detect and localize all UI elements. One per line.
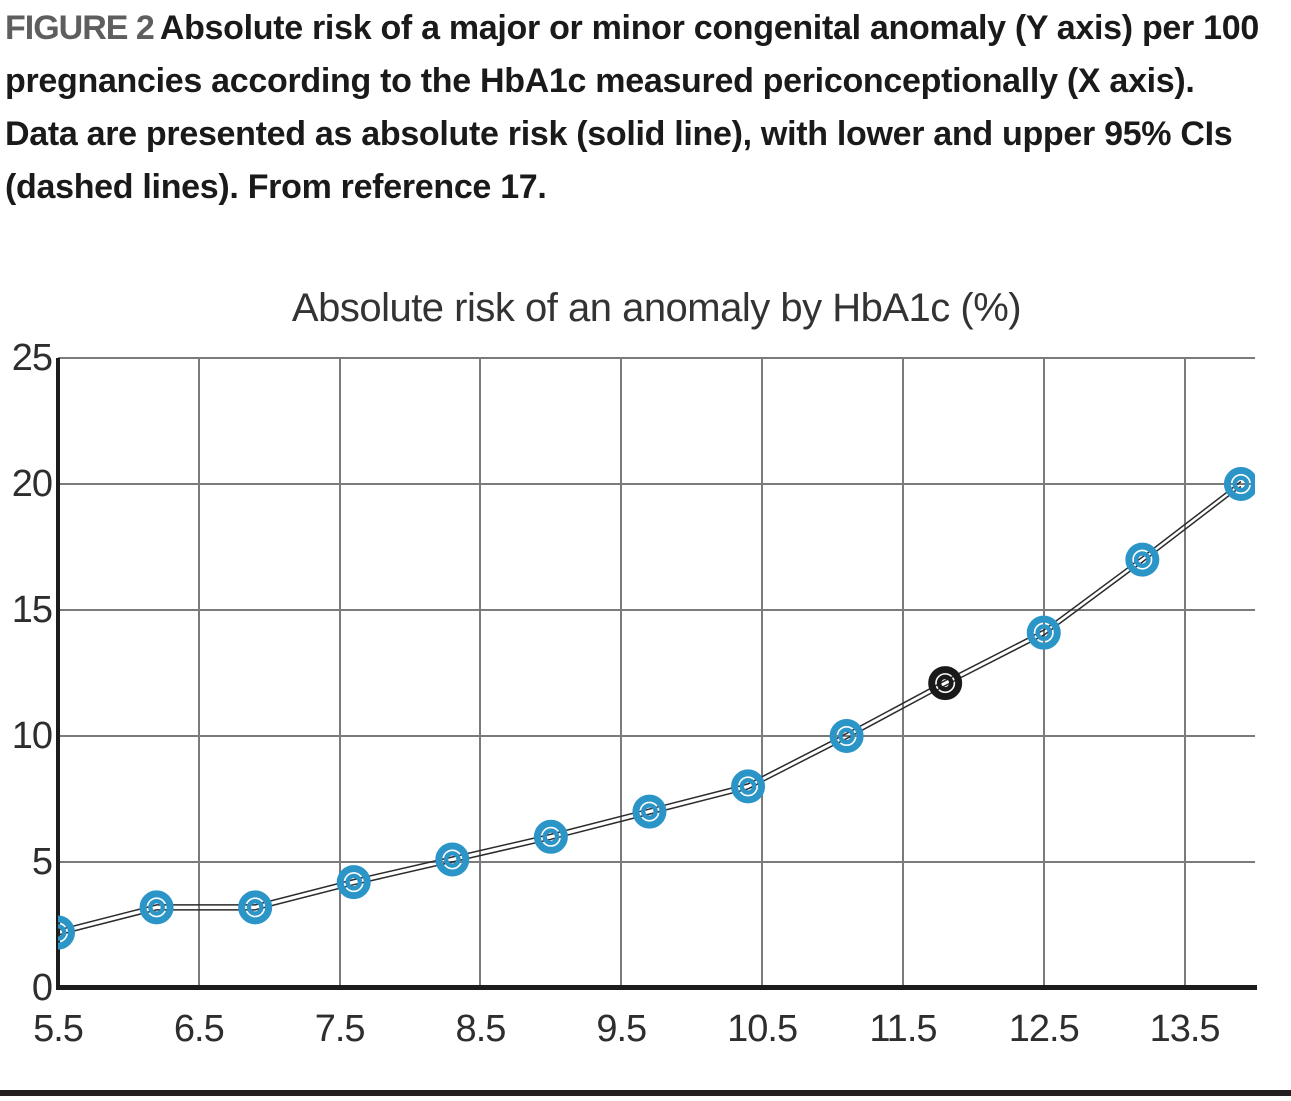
y-tick-label: 20: [11, 463, 53, 505]
x-tick-label: 13.5: [1149, 1008, 1221, 1050]
data-point-marker: [838, 727, 856, 745]
x-tick-label: 5.5: [33, 1008, 84, 1050]
v-gridline: [1183, 358, 1186, 988]
data-point-marker: [739, 777, 757, 795]
risk-line-chart: [58, 467, 1255, 950]
data-point-marker: [542, 828, 560, 846]
x-axis-line: [56, 985, 1257, 990]
bottom-rule: [0, 1090, 1291, 1096]
data-point-marker: [58, 915, 75, 950]
x-tick-label: 8.5: [455, 1008, 507, 1050]
highlighted-data-point-marker: [936, 674, 954, 692]
data-point-marker: [829, 719, 864, 753]
y-axis-labels: 0 5 10 15 20 25: [0, 337, 53, 1009]
figure-caption: FIGURE 2 Absolute risk of a major or mino…: [5, 2, 1275, 214]
y-tick-label: 25: [11, 337, 53, 379]
y-tick-label: 0: [31, 967, 53, 1009]
data-point-marker: [443, 851, 461, 868]
x-tick-label: 7.5: [314, 1008, 366, 1050]
y-tick-label: 15: [11, 589, 53, 631]
v-gridline: [620, 358, 623, 988]
x-axis-labels: 5.5 6.5 7.5 8.5 9.5 10.5 11.5 12.5 13.5: [33, 1008, 1255, 1058]
h-gridline: [58, 735, 1255, 737]
data-point-marker: [641, 803, 658, 820]
data-point-marker: [1035, 624, 1053, 642]
v-gridline: [479, 358, 482, 988]
v-gridline: [1042, 358, 1045, 988]
data-point-marker: [148, 898, 165, 916]
y-tick-label: 5: [31, 841, 53, 883]
data-point-marker: [435, 842, 470, 877]
data-point-marker: [246, 898, 264, 916]
data-point-marker: [58, 924, 67, 941]
data-point-marker: [1125, 542, 1160, 577]
upper-ci-line: [58, 480, 1242, 931]
x-tick-label: 6.5: [173, 1008, 225, 1050]
v-gridline: [197, 358, 200, 988]
y-tick-label: 10: [11, 715, 53, 757]
v-gridline: [901, 358, 904, 988]
h-gridline: [58, 609, 1255, 611]
data-point-marker: [1232, 475, 1250, 493]
x-tick-label: 11.5: [869, 1008, 937, 1050]
x-tick-label: 12.5: [1008, 1008, 1080, 1050]
data-point-marker: [731, 769, 766, 804]
data-point-marker: [1223, 467, 1255, 501]
x-tick-label: 9.5: [596, 1008, 647, 1050]
v-gridline: [761, 358, 764, 988]
h-gridline: [58, 483, 1255, 485]
chart-title: Absolute risk of an anomaly by HbA1c (%): [291, 286, 1022, 330]
x-tick-label: 10.5: [727, 1008, 798, 1050]
y-axis-line: [56, 358, 60, 990]
figure-label: FIGURE 2: [5, 9, 155, 47]
v-gridline: [338, 358, 341, 988]
data-point-marker: [238, 890, 273, 925]
data-point-marker: [1133, 551, 1151, 569]
highlighted-data-point-marker: [928, 666, 963, 701]
data-point-marker: [533, 819, 568, 854]
data-point-marker: [336, 865, 371, 900]
lower-ci-line: [58, 485, 1242, 936]
h-gridline: [58, 357, 1255, 359]
data-point-marker: [1026, 615, 1061, 650]
caption-text: Absolute risk of a major or minor congen…: [5, 9, 1259, 206]
h-gridline: [58, 861, 1255, 863]
data-point-marker: [632, 794, 667, 829]
data-point-marker: [139, 890, 174, 925]
plot-area: [56, 357, 1257, 990]
data-point-marker: [345, 873, 363, 891]
